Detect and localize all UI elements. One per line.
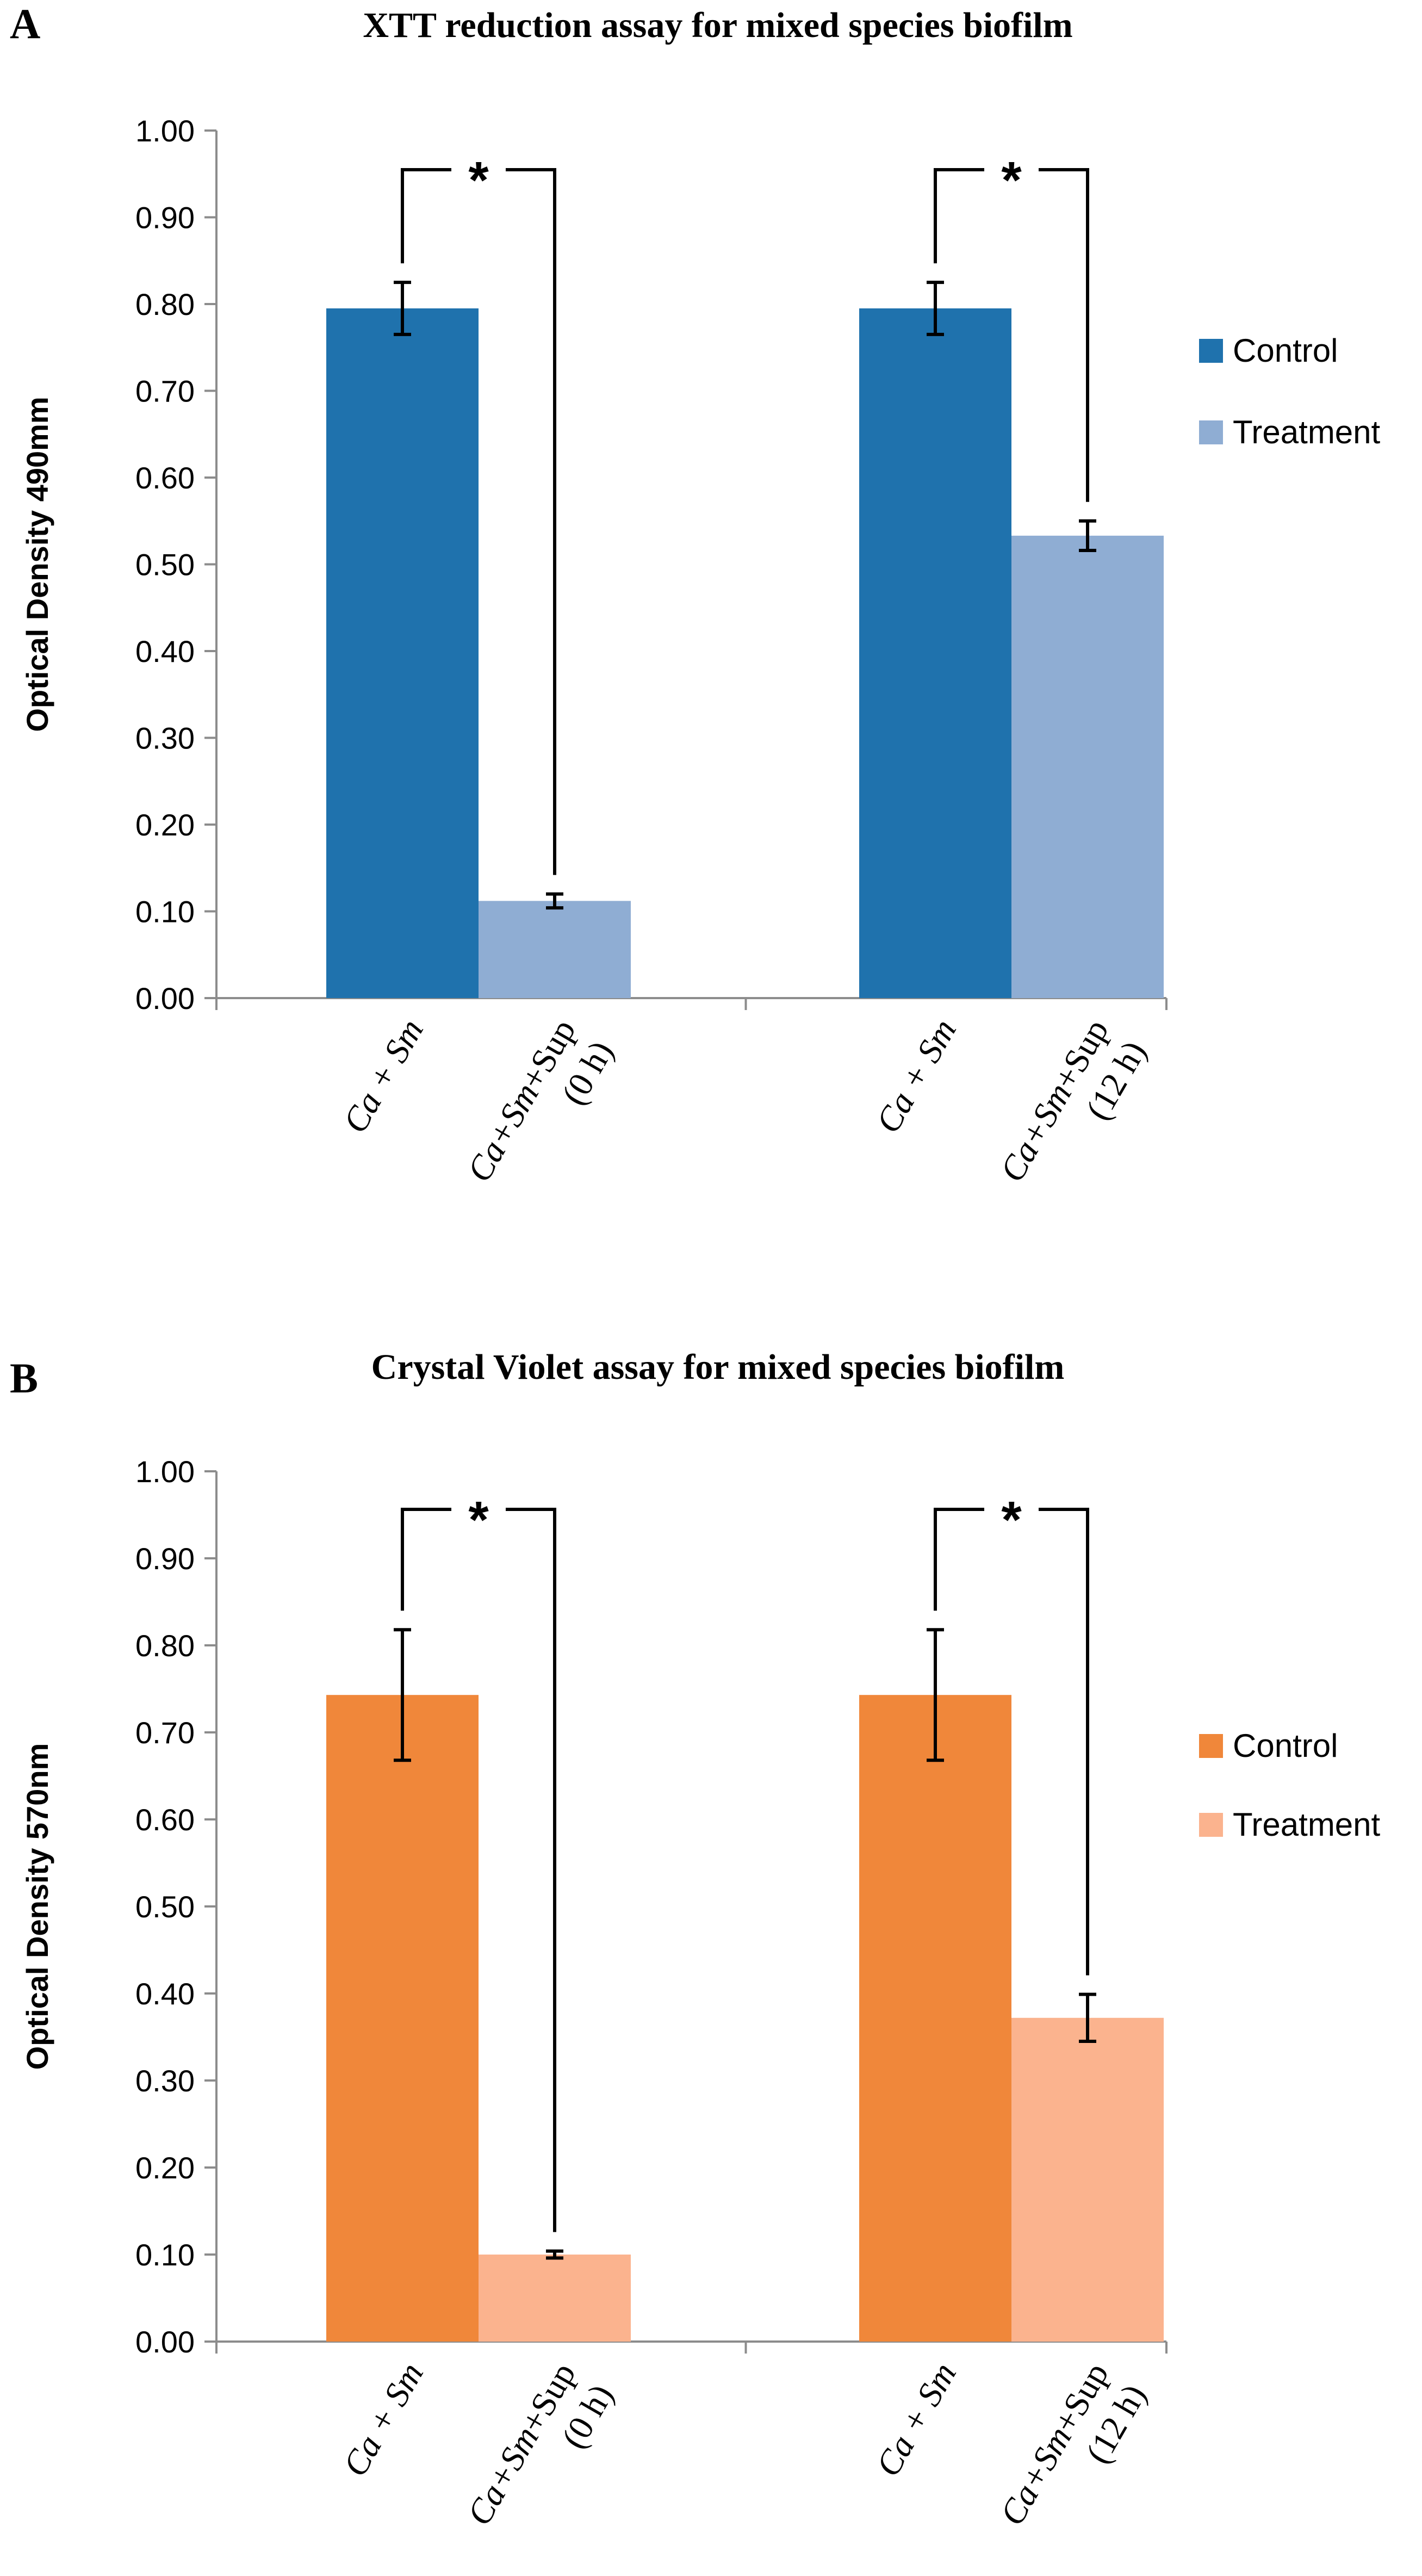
legend-swatch bbox=[1199, 339, 1223, 363]
x-tick-label-group: Ca + Sm bbox=[336, 1013, 431, 1140]
significance-bracket-left bbox=[934, 168, 984, 264]
x-tick-label-group: Ca+Sm+Sup(0 h) bbox=[459, 2356, 621, 2532]
significance-bracket-right bbox=[1039, 168, 1089, 502]
y-tick-label: 0.40 bbox=[135, 634, 195, 668]
y-tick-label: 0.60 bbox=[135, 461, 195, 495]
x-tick-label-group: Ca + Sm bbox=[868, 1013, 964, 1140]
y-tick-label: 0.10 bbox=[135, 895, 195, 929]
y-tick-label: 0.50 bbox=[135, 548, 195, 582]
y-tick-label: 0.30 bbox=[135, 2064, 195, 2098]
legend-label: Control bbox=[1233, 1727, 1338, 1764]
significance-bracket-right bbox=[506, 168, 556, 875]
y-axis-title: Optical Density 570nm bbox=[20, 1743, 54, 2070]
legend-label: Treatment bbox=[1233, 414, 1381, 450]
bar-control bbox=[326, 308, 479, 998]
x-tick-label: Ca + Sm bbox=[868, 1013, 964, 1140]
y-tick-label: 0.20 bbox=[135, 808, 195, 842]
significance-marker: * bbox=[468, 151, 489, 209]
bar-treatment bbox=[1011, 2017, 1164, 2342]
bar-treatment bbox=[479, 2255, 631, 2342]
chart-title: Crystal Violet assay for mixed species b… bbox=[371, 1347, 1065, 1387]
y-tick-label: 0.90 bbox=[135, 201, 195, 235]
x-tick-label-species: Ca + Sm bbox=[336, 1013, 431, 1140]
bar-control bbox=[859, 1695, 1011, 2342]
y-tick-label: 0.70 bbox=[135, 1716, 195, 1750]
y-tick-label: 0.50 bbox=[135, 1890, 195, 1924]
legend-swatch bbox=[1199, 1734, 1223, 1758]
significance-bracket-left bbox=[401, 168, 451, 264]
x-tick-label-group: Ca+Sm+Sup(0 h) bbox=[459, 1013, 621, 1188]
significance-bracket-left bbox=[934, 1508, 984, 1611]
y-tick-label: 0.00 bbox=[135, 981, 195, 1015]
y-tick-label: 0.90 bbox=[135, 1541, 195, 1576]
bar-treatment bbox=[1011, 535, 1164, 998]
y-tick-label: 1.00 bbox=[135, 114, 195, 148]
x-tick-label-species: Ca + Sm bbox=[336, 2356, 431, 2483]
chart-title: XTT reduction assay for mixed species bi… bbox=[363, 5, 1072, 45]
significance-bracket-left bbox=[401, 1508, 451, 1611]
y-tick-label: 0.00 bbox=[135, 2325, 195, 2359]
x-tick-label: Ca+Sm+Sup bbox=[459, 1013, 583, 1188]
legend-swatch bbox=[1199, 420, 1223, 444]
significance-marker: * bbox=[468, 1491, 489, 1549]
significance-bracket-right bbox=[1039, 1508, 1089, 1976]
x-tick-label-group: Ca + Sm bbox=[868, 2356, 964, 2483]
x-tick-label-group: Ca+Sm+Sup(12 h) bbox=[992, 2356, 1154, 2532]
x-tick-label-group: Ca+Sm+Sup(12 h) bbox=[992, 1013, 1154, 1188]
y-tick-label: 0.70 bbox=[135, 374, 195, 408]
chart-panel-b: B Crystal Violet assay for mixed species … bbox=[10, 1347, 1381, 2532]
x-tick-label: Ca + Sm bbox=[336, 2356, 431, 2483]
y-tick-label: 0.20 bbox=[135, 2151, 195, 2185]
bar-control bbox=[326, 1695, 479, 2342]
significance-bracket-right bbox=[506, 1508, 556, 2232]
x-tick-label: Ca+Sm+Sup bbox=[459, 2356, 583, 2532]
x-tick-label-species: Ca+Sm bbox=[459, 1076, 547, 1188]
y-tick-label: 1.00 bbox=[135, 1454, 195, 1489]
x-tick-label: Ca + Sm bbox=[336, 1013, 431, 1140]
y-tick-label: 0.40 bbox=[135, 1977, 195, 2011]
panel-label: A bbox=[10, 0, 40, 47]
x-tick-label-group: Ca + Sm bbox=[336, 2356, 431, 2483]
legend-label: Control bbox=[1233, 332, 1338, 369]
significance-marker: * bbox=[1001, 1491, 1022, 1549]
chart-panel-a: A XTT reduction assay for mixed species b… bbox=[10, 0, 1381, 1188]
y-tick-label: 0.10 bbox=[135, 2238, 195, 2272]
x-tick-label-species: Ca+Sm bbox=[459, 2420, 547, 2531]
y-tick-label: 0.30 bbox=[135, 721, 195, 756]
legend-swatch bbox=[1199, 1813, 1223, 1837]
legend-label: Treatment bbox=[1233, 1806, 1381, 1843]
bar-treatment bbox=[479, 901, 631, 998]
y-tick-label: 0.80 bbox=[135, 287, 195, 321]
x-tick-label-species: Ca+Sm bbox=[992, 2420, 1079, 2531]
y-axis-title: Optical Density 490mm bbox=[20, 397, 54, 732]
bar-control bbox=[859, 308, 1011, 998]
x-tick-label: Ca + Sm bbox=[868, 2356, 964, 2483]
significance-marker: * bbox=[1001, 151, 1022, 209]
y-tick-label: 0.80 bbox=[135, 1628, 195, 1663]
x-tick-label-species: Ca + Sm bbox=[868, 2356, 964, 2483]
x-tick-label-species: Ca+Sm bbox=[992, 1076, 1079, 1188]
y-tick-label: 0.60 bbox=[135, 1803, 195, 1837]
x-tick-label-species: Ca + Sm bbox=[868, 1013, 964, 1140]
panel-label: B bbox=[10, 1354, 38, 1402]
